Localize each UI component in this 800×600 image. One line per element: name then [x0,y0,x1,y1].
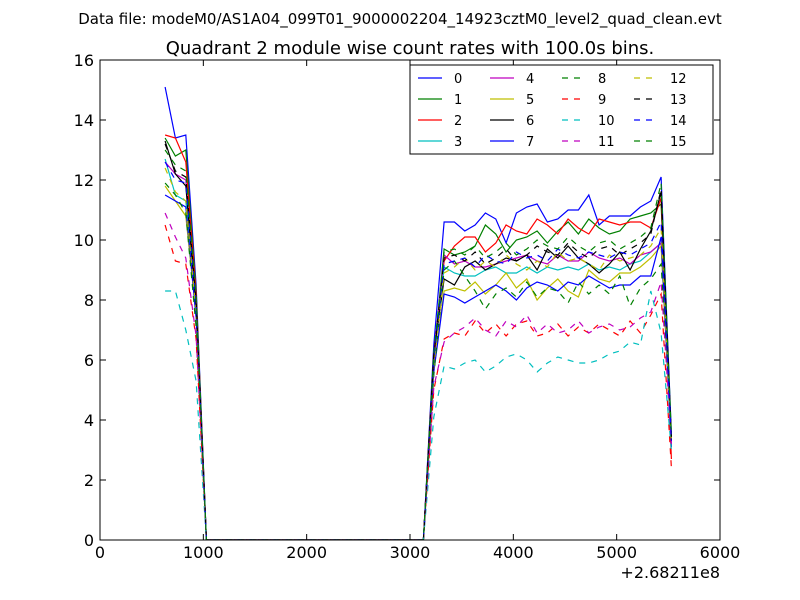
legend-label-6: 6 [526,114,534,129]
x-offset-label: +2.68211e8 [620,563,720,582]
series-line-2 [164,134,672,540]
legend-box [409,64,714,155]
x-tick-label: 6000 [700,543,741,562]
legend-label-7: 7 [526,135,534,150]
legend-label-8: 8 [598,72,606,87]
series-line-0 [164,86,672,540]
y-tick-label: 14 [74,111,94,130]
y-tick-label: 0 [84,531,94,550]
suptitle: Data file: modeM0/AS1A04_099T01_90000022… [78,10,722,29]
legend-label-4: 4 [526,72,534,87]
chart-title: Quadrant 2 module wise count rates with … [166,38,655,59]
legend-label-10: 10 [598,114,615,129]
legend-label-11: 11 [598,135,615,150]
y-tick-label: 4 [84,411,94,430]
series-line-8 [164,182,672,540]
series-line-6 [164,140,672,540]
x-tick-label: 4000 [493,543,534,562]
y-tick-label: 8 [84,291,94,310]
legend-label-3: 3 [454,135,462,150]
legend-label-2: 2 [454,114,462,129]
x-tick-label: 5000 [596,543,637,562]
x-tick-label: 0 [95,543,105,562]
y-tick-label: 10 [74,231,94,250]
legend-label-0: 0 [454,72,462,87]
series-layer [164,86,672,540]
legend-label-1: 1 [454,93,462,108]
x-tick-label: 3000 [390,543,431,562]
series-line-9 [164,224,672,540]
legend-label-12: 12 [670,72,687,87]
y-tick-label: 2 [84,471,94,490]
y-tick-label: 6 [84,351,94,370]
series-line-1 [164,137,672,540]
y-tick-label: 12 [74,171,94,190]
series-line-5 [164,185,672,540]
legend-label-14: 14 [670,114,687,129]
y-tick-label: 16 [74,51,94,70]
legend-label-5: 5 [526,93,534,108]
legend-label-15: 15 [670,135,687,150]
series-line-3 [164,158,672,540]
x-tick-label: 2000 [286,543,327,562]
x-tick-label: 1000 [183,543,224,562]
legend-label-9: 9 [598,93,606,108]
series-line-4 [164,161,672,540]
series-line-7 [164,194,672,540]
legend-label-13: 13 [670,93,687,108]
